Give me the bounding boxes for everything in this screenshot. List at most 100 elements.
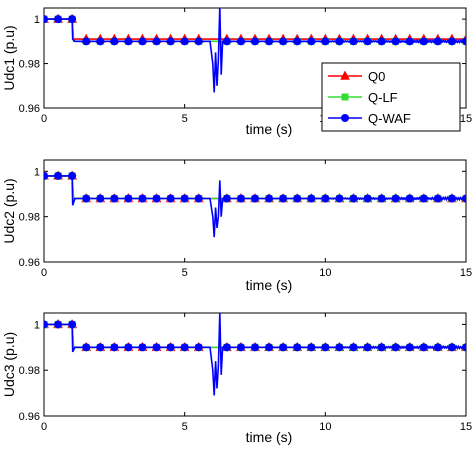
y-tick-label: 0.96 (19, 103, 40, 115)
series-marker-q-waf (279, 195, 287, 203)
series-marker-q-waf (462, 195, 470, 203)
x-axis-label: time (s) (246, 121, 293, 137)
x-tick-label: 15 (460, 113, 472, 125)
y-tick-label: 0.96 (19, 411, 40, 423)
x-tick-label: 10 (319, 421, 331, 433)
series-line-q-waf (44, 176, 466, 237)
x-tick-label: 5 (182, 421, 188, 433)
chart-panel-3: 0 5 10 15 0.96 0.98 1 time (s) Udc3 (p.u) (1, 313, 472, 445)
y-axis-label: Udc1 (p.u) (1, 25, 17, 90)
series-marker-q-waf (392, 37, 400, 45)
series-marker-q-waf (265, 343, 273, 351)
series-marker-q-waf (335, 195, 343, 203)
series-marker-q-waf (307, 343, 315, 351)
series-marker-q-waf (96, 195, 104, 203)
series-marker-q-waf (251, 343, 259, 351)
x-tick-label: 15 (460, 421, 472, 433)
series-marker-q-waf (378, 343, 386, 351)
series-marker-q-waf (153, 195, 161, 203)
series-marker-q-waf (237, 195, 245, 203)
series-marker-q-waf (434, 37, 442, 45)
series-marker-q-waf (181, 343, 189, 351)
series-marker-q-waf (96, 343, 104, 351)
series-marker-q-waf (40, 15, 48, 23)
legend: Q0 Q-LF Q-WAF (322, 63, 460, 131)
series-marker-q-waf (406, 195, 414, 203)
series-marker-q-waf (68, 172, 76, 180)
series-marker-q-waf (392, 343, 400, 351)
series-marker-q-waf (279, 343, 287, 351)
series-marker-q-waf (265, 37, 273, 45)
series-marker-q-waf (138, 343, 146, 351)
x-tick-label: 5 (182, 113, 188, 125)
series-marker-q-waf (392, 195, 400, 203)
series-marker-q-waf (335, 37, 343, 45)
series-marker-q-waf (364, 343, 372, 351)
series-marker-q-waf (82, 343, 90, 351)
series-marker-q-waf (54, 320, 62, 328)
y-axis-label: Udc3 (p.u) (1, 332, 17, 397)
series-marker-q-waf (321, 343, 329, 351)
x-tick-label: 15 (460, 267, 472, 279)
series-marker-q-waf (124, 343, 132, 351)
series-marker-q-waf (420, 37, 428, 45)
series-marker-q-waf (462, 343, 470, 351)
series-marker-q-waf (68, 320, 76, 328)
series-marker-q-waf (378, 195, 386, 203)
y-tick-label: 1 (34, 166, 40, 178)
y-tick-label: 0.96 (19, 257, 40, 269)
y-axis-label: Udc2 (p.u) (1, 178, 17, 243)
x-tick-label: 0 (41, 113, 47, 125)
plot-area (40, 171, 471, 237)
series-marker-q-waf (181, 195, 189, 203)
x-axis-label: time (s) (246, 277, 293, 293)
series-marker-q-waf (364, 37, 372, 45)
series-marker-q-waf (434, 195, 442, 203)
series-line-q-waf (44, 313, 466, 395)
series-marker-q-waf (167, 343, 175, 351)
series-marker-q-waf (223, 343, 231, 351)
series-marker-q-waf (167, 37, 175, 45)
series-marker-q-waf (138, 37, 146, 45)
y-tick-label: 1 (34, 319, 40, 331)
series-marker-q-waf (335, 343, 343, 351)
series-marker-q-waf (237, 343, 245, 351)
series-marker-q-waf (293, 343, 301, 351)
series-marker-q-waf (448, 195, 456, 203)
series-marker-q-waf (420, 195, 428, 203)
series-marker-q-waf (321, 37, 329, 45)
series-marker-q-waf (420, 343, 428, 351)
series-marker-q-waf (153, 37, 161, 45)
series-marker-q-waf (406, 37, 414, 45)
series-marker-q-waf (251, 37, 259, 45)
series-marker-q-waf (223, 195, 231, 203)
series-marker-q-waf (82, 195, 90, 203)
series-marker-q-waf (195, 37, 203, 45)
y-tick-label: 0.98 (19, 59, 40, 71)
plot-area (40, 313, 471, 395)
series-marker-q-waf (68, 15, 76, 23)
series-marker-q-waf (251, 195, 259, 203)
series-marker-q-waf (378, 37, 386, 45)
series-marker-q-waf (96, 37, 104, 45)
series-marker-q-waf (237, 37, 245, 45)
plot-frame (44, 313, 466, 416)
series-marker-q-waf (110, 195, 118, 203)
chart-panel-2: 0 5 10 15 0.96 0.98 1 time (s) Udc2 (p.u) (1, 160, 472, 293)
series-marker-q-waf (364, 195, 372, 203)
legend-marker-q-waf (341, 114, 349, 122)
x-tick-label: 5 (182, 267, 188, 279)
series-marker-q-waf (54, 172, 62, 180)
series-marker-q-waf (110, 343, 118, 351)
series-marker-q-waf (110, 37, 118, 45)
series-marker-q-waf (124, 195, 132, 203)
series-marker-q-waf (40, 172, 48, 180)
series-marker-q-waf (307, 195, 315, 203)
series-marker-q-waf (321, 195, 329, 203)
series-marker-q-waf (434, 343, 442, 351)
series-marker-q-waf (406, 343, 414, 351)
plot-frame (44, 160, 466, 262)
series-marker-q-waf (448, 343, 456, 351)
x-tick-label: 10 (319, 267, 331, 279)
